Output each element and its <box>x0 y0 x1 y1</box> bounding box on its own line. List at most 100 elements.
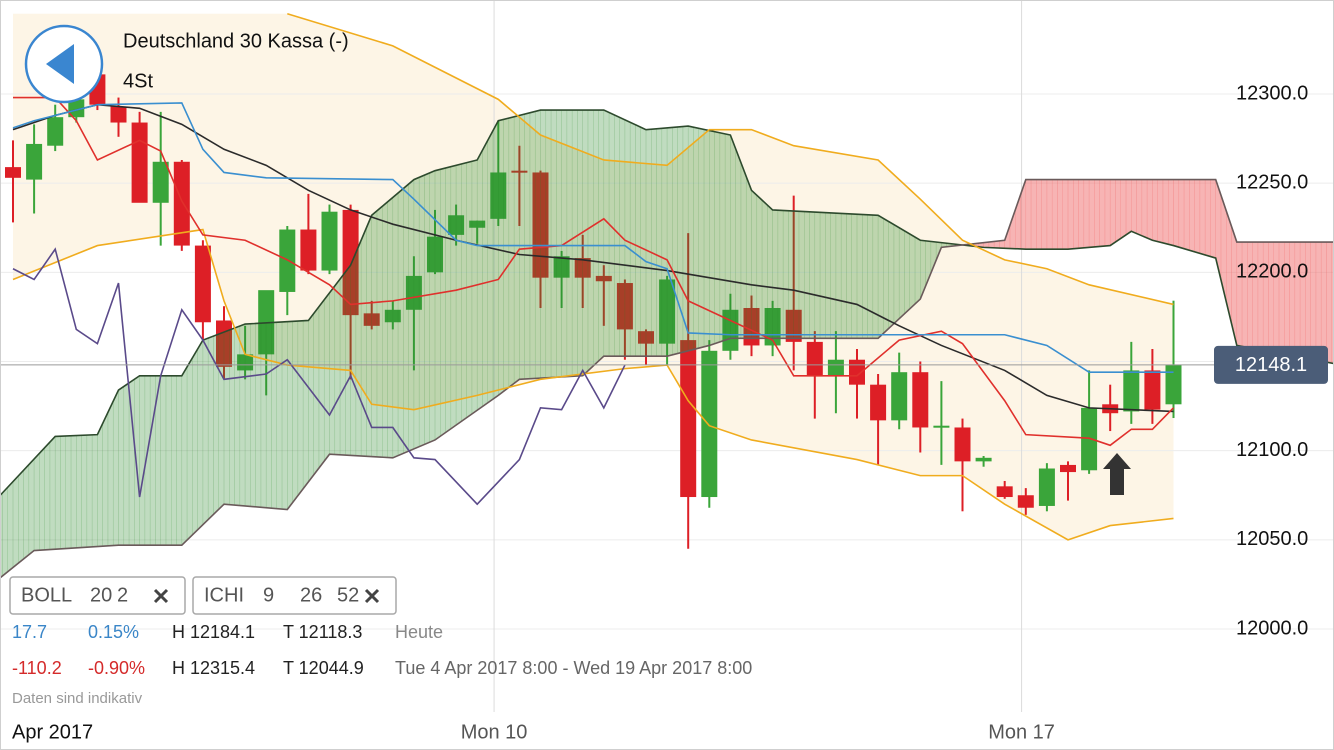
candle-body <box>194 245 211 323</box>
cloud-fill <box>65 435 72 549</box>
cloud-fill <box>165 375 172 546</box>
info-value: Heute <box>395 622 443 642</box>
indicator-chip[interactable] <box>192 576 397 615</box>
cloud-fill <box>445 166 451 433</box>
indicator-param[interactable]: 26 <box>300 584 322 606</box>
cloud-fill <box>440 167 446 437</box>
cloud-fill <box>1141 179 1148 239</box>
cloud-fill <box>28 458 35 556</box>
cloud-fill <box>693 127 699 350</box>
cloud-fill <box>904 230 910 315</box>
cloud-fill <box>1052 179 1058 250</box>
cloud-fill <box>1263 241 1269 352</box>
cloud-fill <box>1326 241 1332 364</box>
cloud-fill <box>1315 241 1322 362</box>
span-a-line <box>0 109 1334 497</box>
cloud-fill <box>535 109 541 379</box>
cloud-fill <box>1305 241 1311 360</box>
candle-body <box>300 229 317 271</box>
cloud-fill <box>1162 179 1169 245</box>
cloud-fill <box>266 322 272 509</box>
cloud-fill <box>877 215 884 339</box>
cloud-fill <box>1046 179 1053 250</box>
cloud-fill <box>139 375 146 546</box>
cloud-fill <box>587 109 594 372</box>
cloud-fill <box>1157 179 1164 244</box>
indicator-param[interactable]: 20 <box>90 584 112 606</box>
candle-body <box>532 172 549 278</box>
cloud-fill <box>461 162 467 422</box>
cloud-fill <box>1178 179 1185 249</box>
cloud-fill <box>408 179 415 452</box>
cloud-fill <box>566 109 573 377</box>
cloud-fill <box>1299 241 1306 359</box>
cloud-fill <box>397 188 404 456</box>
candle-body <box>1038 468 1055 506</box>
cloud-fill <box>324 292 330 462</box>
back-button[interactable] <box>24 24 104 104</box>
cloud-fill <box>450 165 457 430</box>
cloud-fill <box>656 128 662 357</box>
cloud-fill <box>403 183 409 454</box>
cloud-fill <box>825 212 831 339</box>
candle-body <box>363 313 380 326</box>
plot <box>0 0 1334 712</box>
x-start-label: Apr 2017 <box>12 721 93 743</box>
remove-icon[interactable] <box>153 588 169 604</box>
x-tick-label: Mon 10 <box>461 721 528 743</box>
cloud-fill <box>1183 179 1190 251</box>
candle-body <box>574 258 591 278</box>
back-arrow[interactable] <box>46 44 74 84</box>
cloud-fill <box>55 436 61 550</box>
cloud-fill <box>1030 179 1037 250</box>
cloud-fill <box>70 435 77 549</box>
cloud-fill <box>703 129 710 347</box>
indicator-name[interactable]: ICHI <box>204 584 244 606</box>
cloud-fill <box>160 375 167 546</box>
candle-body <box>469 220 486 228</box>
candle-body <box>5 167 21 178</box>
cloud-fill <box>23 464 29 560</box>
cloud-fill <box>914 236 921 305</box>
candle-body <box>680 340 697 498</box>
cloud-fill <box>1036 179 1042 250</box>
indicator-chip[interactable] <box>9 576 186 615</box>
cloud-fill <box>44 441 51 551</box>
cloud-fill <box>60 435 66 550</box>
candle-body <box>743 308 760 346</box>
cloud-fill <box>751 189 757 339</box>
cloud-fill <box>724 133 731 341</box>
cloud-fill <box>777 210 784 339</box>
indicator-param[interactable]: 2 <box>117 584 128 606</box>
timeframe: 4St <box>123 70 153 92</box>
cloud-fill <box>334 278 341 455</box>
candle-body <box>870 384 887 421</box>
cloud-fill <box>292 320 299 504</box>
indicator-line <box>12 102 1174 374</box>
cloud-fill <box>1289 241 1295 357</box>
candle-body <box>638 331 654 344</box>
cloud-fill <box>181 366 188 546</box>
cloud-fill <box>677 126 684 354</box>
cloud-fill <box>635 124 641 357</box>
cloud-fill <box>1257 241 1264 351</box>
candle-body <box>954 427 971 462</box>
cloud-fill <box>1131 179 1137 234</box>
indicator-param[interactable]: 52 <box>337 584 359 606</box>
cloud-fill <box>118 386 124 546</box>
cloud-fill <box>318 299 325 469</box>
info-value: T 12118.3 <box>283 622 362 642</box>
cloud-fill <box>1205 179 1211 257</box>
cloud-fill <box>1115 179 1121 243</box>
indicator-name[interactable]: BOLL <box>21 584 72 606</box>
cloud-fill <box>192 348 198 536</box>
cloud-fill <box>49 436 56 550</box>
indicator-param[interactable]: 9 <box>263 584 274 606</box>
cloud-fill <box>76 435 82 549</box>
remove-icon[interactable] <box>364 588 380 604</box>
cloud-fill <box>909 233 916 310</box>
cloud-fill <box>746 176 752 339</box>
cloud-fill <box>260 322 267 508</box>
cloud-fill <box>503 117 510 392</box>
